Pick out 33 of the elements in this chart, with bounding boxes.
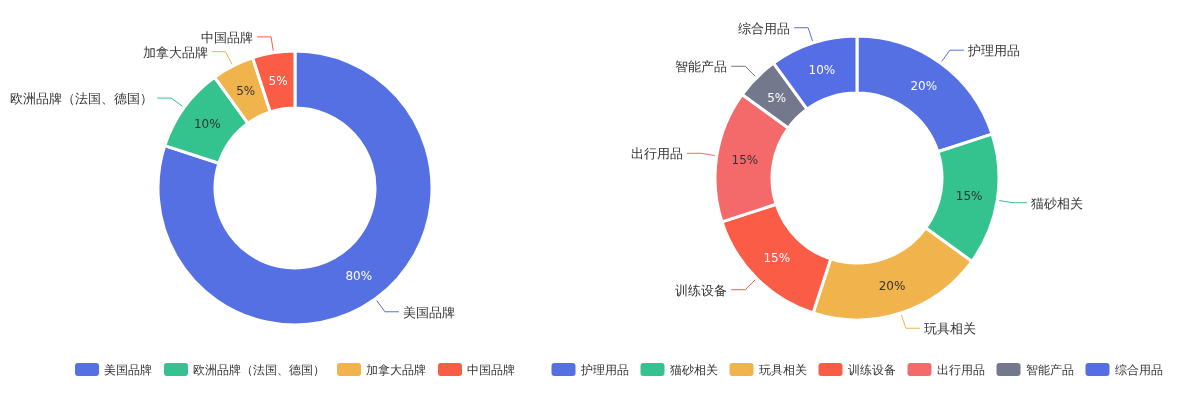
- data-label: 80%: [345, 268, 373, 283]
- data-label: 15%: [731, 153, 759, 168]
- data-label: 15%: [955, 188, 983, 203]
- data-label: 20%: [910, 79, 938, 94]
- slice-label: 训练设备: [675, 282, 728, 298]
- slice-label: 猫砂相关: [1031, 195, 1084, 211]
- legend-label: 玩具相关: [758, 363, 807, 377]
- slice-label: 智能产品: [675, 59, 728, 75]
- legend-label: 训练设备: [847, 363, 896, 377]
- slice-label: 护理用品: [966, 43, 1020, 59]
- data-label: 20%: [878, 278, 906, 293]
- slice-label: 综合用品: [738, 20, 791, 36]
- legend-label: 智能产品: [1025, 363, 1074, 377]
- slice-label: 欧洲品牌（法国、德国）: [10, 91, 154, 107]
- legend-label: 美国品牌: [104, 363, 152, 377]
- slice-label: 加拿大品牌: [142, 44, 208, 60]
- legend-label: 欧洲品牌（法国、德国）: [193, 363, 325, 377]
- legend-label: 护理用品: [579, 363, 629, 377]
- slice-label: 中国品牌: [201, 29, 254, 45]
- data-label: 15%: [763, 251, 791, 266]
- legend-label: 综合用品: [1114, 363, 1163, 377]
- data-label: 10%: [193, 117, 221, 132]
- data-label: 5%: [767, 90, 787, 105]
- data-label: 10%: [808, 63, 836, 78]
- slice-label: 出行用品: [630, 146, 683, 162]
- legend-label: 中国品牌: [467, 363, 515, 377]
- data-label: 5%: [268, 73, 288, 88]
- legend-label: 猫砂相关: [669, 363, 718, 377]
- data-label: 5%: [236, 84, 256, 99]
- slice-label: 美国品牌: [402, 304, 455, 320]
- legend-label: 出行用品: [936, 363, 985, 377]
- legend-label: 加拿大品牌: [366, 363, 426, 377]
- slice-label: 玩具相关: [923, 321, 976, 337]
